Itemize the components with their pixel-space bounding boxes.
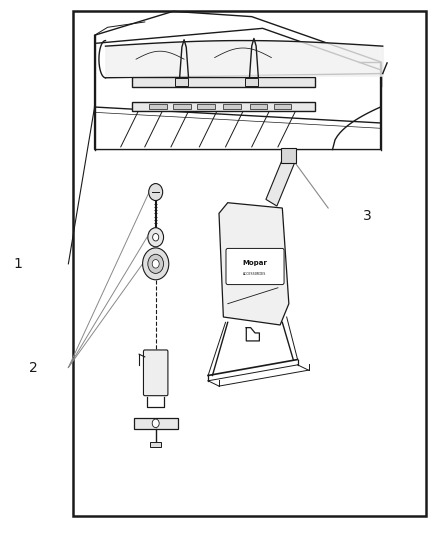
Bar	[73, 11, 426, 516]
Text: 3: 3	[363, 209, 372, 223]
Bar	[250, 104, 267, 109]
Text: 2: 2	[29, 360, 38, 375]
Bar	[175, 78, 188, 86]
Bar	[132, 77, 315, 87]
Circle shape	[149, 183, 162, 200]
Circle shape	[148, 254, 163, 273]
Polygon shape	[219, 203, 289, 325]
Bar	[197, 104, 215, 109]
Bar	[134, 418, 177, 429]
Bar	[149, 104, 166, 109]
Bar	[281, 148, 296, 163]
Polygon shape	[266, 157, 294, 206]
Circle shape	[152, 419, 159, 427]
Bar	[223, 104, 241, 109]
Bar	[245, 78, 258, 86]
Bar	[274, 104, 291, 109]
FancyBboxPatch shape	[226, 248, 284, 285]
Circle shape	[152, 260, 159, 268]
Text: ACCESSORIES: ACCESSORIES	[244, 271, 267, 276]
Circle shape	[143, 248, 169, 280]
Text: 1: 1	[14, 257, 23, 271]
Bar	[132, 102, 315, 111]
Circle shape	[148, 228, 163, 247]
Circle shape	[152, 233, 159, 241]
FancyBboxPatch shape	[144, 350, 168, 395]
Bar	[173, 104, 191, 109]
Bar	[150, 442, 161, 447]
Text: Mopar: Mopar	[243, 260, 268, 265]
